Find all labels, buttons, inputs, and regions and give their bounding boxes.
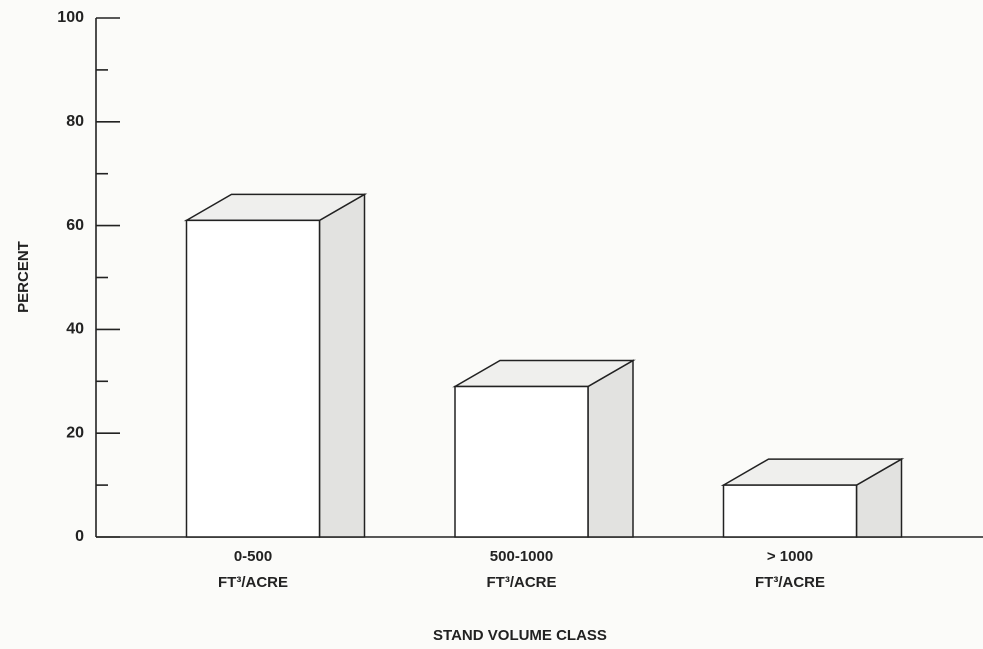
x-tick-label: FT³/ACRE	[755, 574, 825, 591]
x-tick-label: > 1000	[767, 548, 813, 565]
bar-front	[185, 219, 321, 538]
bar-front	[454, 385, 589, 538]
x-tick-label: 500-1000	[490, 548, 553, 565]
y-tick-label: 80	[66, 113, 84, 130]
bar-side	[587, 359, 634, 538]
bar	[720, 457, 905, 538]
y-axis-label: PERCENT	[15, 241, 32, 313]
bar-side	[318, 193, 366, 538]
y-tick-label: 40	[66, 321, 84, 338]
y-tick-label: 20	[66, 424, 84, 441]
y-tick-label: 100	[57, 9, 84, 26]
x-tick-label: 0-500	[234, 548, 272, 565]
bar-front	[722, 484, 858, 538]
x-tick-label: FT³/ACRE	[218, 574, 288, 591]
y-tick-label: 0	[75, 528, 84, 545]
x-axis-label: STAND VOLUME CLASS	[433, 627, 607, 644]
bar	[183, 193, 368, 538]
bar	[452, 359, 636, 538]
y-tick-label: 60	[66, 217, 84, 234]
x-tick-label: FT³/ACRE	[487, 574, 557, 591]
